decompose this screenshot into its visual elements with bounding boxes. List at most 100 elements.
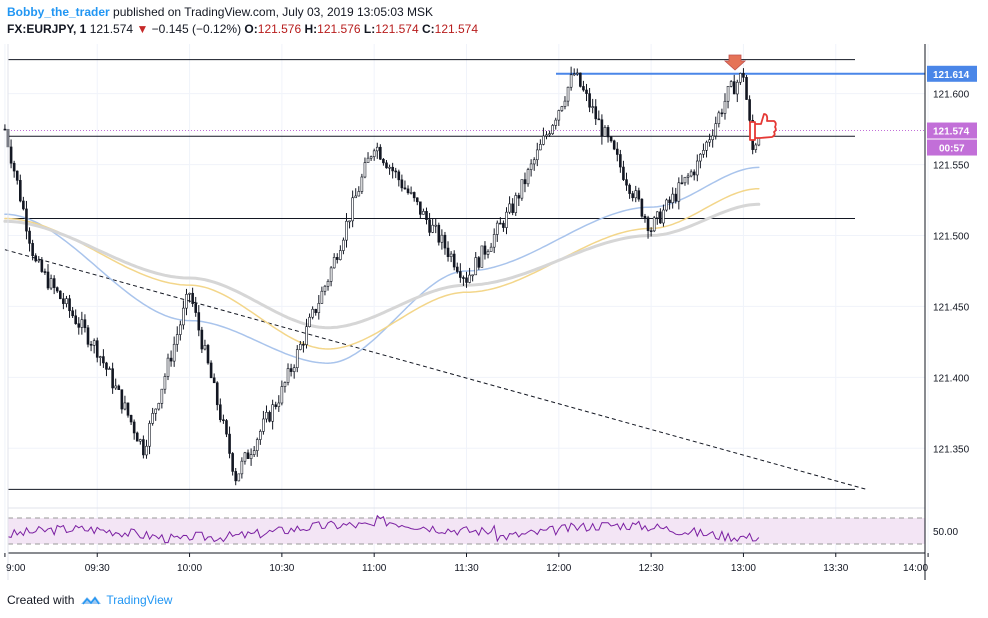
candle-body bbox=[234, 471, 238, 482]
price-tick-label: 121.550 bbox=[933, 161, 970, 172]
candle-body bbox=[43, 271, 47, 273]
candle-body bbox=[28, 230, 31, 244]
candle-body bbox=[3, 128, 7, 131]
candle-body bbox=[268, 412, 271, 422]
price-tick-label: 121.350 bbox=[933, 444, 970, 455]
ma-yellow-line bbox=[4, 187, 760, 350]
candle-body bbox=[508, 203, 511, 213]
close-label: C: bbox=[421, 22, 435, 36]
candle-body bbox=[634, 190, 638, 199]
candle-body bbox=[572, 73, 576, 76]
candle-body bbox=[480, 245, 484, 268]
candle-body bbox=[59, 290, 62, 300]
candle-body bbox=[360, 176, 364, 192]
bar-timer-text: 00:57 bbox=[939, 144, 965, 155]
candle-body bbox=[31, 243, 34, 256]
candle-body bbox=[169, 357, 173, 362]
tradingview-brand[interactable]: TradingView bbox=[106, 593, 173, 607]
candle-body bbox=[686, 175, 690, 178]
candle-body bbox=[175, 334, 179, 345]
candle-body bbox=[517, 195, 521, 199]
candle-body bbox=[652, 217, 656, 232]
candle-body bbox=[742, 73, 745, 78]
candle-body bbox=[283, 382, 287, 387]
sell-arrow-icon bbox=[723, 54, 747, 71]
candle-body bbox=[735, 81, 739, 95]
candle-body bbox=[335, 257, 339, 260]
time-tick-label: 9:00 bbox=[6, 563, 26, 574]
descending-trendline bbox=[4, 249, 867, 490]
candle-body bbox=[649, 230, 653, 232]
candle-body bbox=[668, 199, 671, 203]
time-tick-label: 10:30 bbox=[269, 563, 294, 574]
candle-body bbox=[166, 357, 170, 377]
candle-body bbox=[311, 308, 314, 318]
candle-body bbox=[545, 134, 548, 137]
candle-body bbox=[391, 166, 394, 172]
candle-body bbox=[440, 234, 444, 243]
candle-body bbox=[145, 445, 148, 456]
candle-body bbox=[566, 86, 570, 102]
candle-body bbox=[603, 127, 607, 137]
candle-body bbox=[305, 326, 308, 345]
candle-body bbox=[259, 431, 262, 440]
candle-body bbox=[520, 179, 524, 199]
candle-body bbox=[449, 253, 453, 258]
candle-body bbox=[548, 133, 551, 136]
ohlc-header: FX:EURJPY, 1 121.574 ▼ −0.145 (−0.12%) O… bbox=[7, 22, 478, 36]
footer: Created with TradingView bbox=[7, 593, 172, 607]
candle-body bbox=[597, 118, 601, 121]
candle-body bbox=[459, 271, 462, 278]
candle-body bbox=[628, 184, 631, 194]
candle-body bbox=[12, 162, 16, 172]
candle-body bbox=[151, 413, 154, 424]
candle-body bbox=[194, 303, 198, 313]
open-value: 121.576 bbox=[257, 22, 302, 36]
candle-body bbox=[188, 292, 191, 295]
candle-body bbox=[720, 112, 724, 115]
candle-body bbox=[299, 343, 302, 350]
candle-body bbox=[379, 146, 382, 160]
candle-body bbox=[655, 211, 659, 219]
candle-body bbox=[71, 310, 74, 317]
candle-body bbox=[677, 182, 681, 202]
candle-body bbox=[474, 257, 478, 276]
candle-body bbox=[295, 349, 299, 368]
candle-body bbox=[108, 368, 111, 371]
candle-body bbox=[625, 179, 628, 186]
candle-body bbox=[117, 385, 121, 390]
candle-body bbox=[323, 285, 327, 292]
candle-body bbox=[114, 385, 118, 389]
candle-body bbox=[615, 148, 619, 155]
candle-body bbox=[68, 298, 71, 312]
candles bbox=[3, 66, 761, 486]
price-tick-label: 121.600 bbox=[933, 90, 970, 101]
candle-body bbox=[89, 344, 93, 346]
time-tick-label: 09:30 bbox=[85, 563, 110, 574]
last-price-text: 121.574 bbox=[933, 127, 970, 138]
candle-body bbox=[262, 418, 265, 432]
candle-body bbox=[468, 274, 471, 283]
candle-body bbox=[49, 278, 53, 289]
candle-body bbox=[702, 149, 705, 155]
candle-body bbox=[132, 421, 136, 434]
candle-body bbox=[489, 246, 493, 252]
candle-body bbox=[511, 203, 514, 213]
author-name[interactable]: Bobby_the_trader bbox=[7, 5, 110, 19]
candle-body bbox=[126, 402, 130, 416]
candle-body bbox=[289, 368, 293, 372]
candle-body bbox=[320, 290, 324, 304]
candle-body bbox=[588, 93, 591, 108]
candle-body bbox=[554, 119, 558, 126]
candle-body bbox=[265, 412, 268, 420]
candle-body bbox=[102, 356, 105, 364]
candle-body bbox=[120, 389, 124, 410]
time-tick-label: 11:00 bbox=[362, 563, 387, 574]
candle-body bbox=[394, 170, 398, 173]
candle-body bbox=[179, 324, 182, 335]
candle-body bbox=[22, 200, 25, 210]
candle-body bbox=[754, 144, 758, 150]
candle-body bbox=[215, 382, 219, 406]
candle-body bbox=[123, 402, 127, 410]
